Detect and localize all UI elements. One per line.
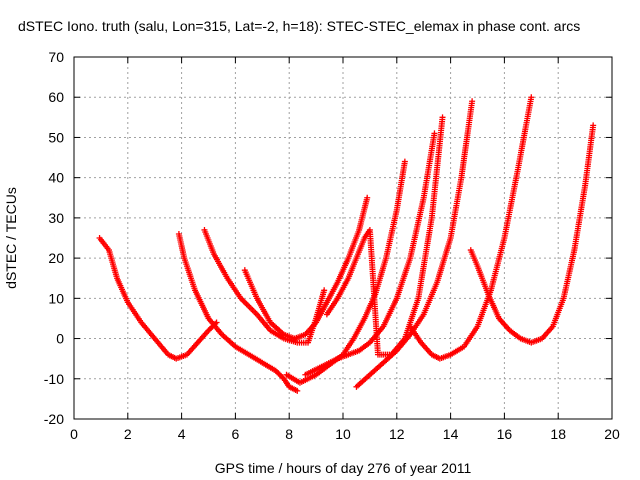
y-tick-label: 60 xyxy=(48,89,64,105)
chart-title: dSTEC Iono. truth (salu, Lon=315, Lat=-2… xyxy=(18,18,580,34)
y-axis-label: dSTEC / TECUs xyxy=(3,187,19,289)
series-7 xyxy=(323,114,446,358)
y-tick-label: 40 xyxy=(48,170,64,186)
data-point xyxy=(205,327,212,334)
data-point xyxy=(274,369,281,376)
data-point xyxy=(206,326,213,333)
x-tick-label: 14 xyxy=(443,426,459,442)
y-tick-label: 70 xyxy=(48,49,64,65)
series-6 xyxy=(302,130,438,378)
data-point xyxy=(294,387,301,394)
x-tick-label: 12 xyxy=(389,426,405,442)
y-tick-label: 30 xyxy=(48,210,64,226)
x-axis-label: GPS time / hours of day 276 of year 2011 xyxy=(215,460,472,476)
y-tick-label: 50 xyxy=(48,129,64,145)
series-4 xyxy=(241,194,371,342)
data-point xyxy=(401,158,408,165)
data-point xyxy=(590,122,597,129)
data-point xyxy=(276,371,283,378)
x-tick-label: 20 xyxy=(604,426,620,442)
data-point xyxy=(275,370,282,377)
data-point xyxy=(439,114,446,121)
x-ticks: 0 2 4 6 8 10 12 14 16 18 20 xyxy=(70,57,620,442)
series-1 xyxy=(96,235,220,362)
series-2 xyxy=(175,230,301,394)
x-tick-label: 8 xyxy=(285,426,293,442)
data-point xyxy=(321,287,328,294)
x-tick-label: 16 xyxy=(497,426,513,442)
y-tick-label: -10 xyxy=(44,371,64,387)
y-tick-label: -20 xyxy=(44,411,64,427)
series-3 xyxy=(201,226,328,346)
y-tick-label: 0 xyxy=(56,331,64,347)
x-tick-label: 2 xyxy=(124,426,132,442)
x-tick-label: 4 xyxy=(178,426,186,442)
x-tick-label: 10 xyxy=(335,426,351,442)
data-point xyxy=(528,94,535,101)
series-9 xyxy=(407,94,535,362)
series-10 xyxy=(467,122,597,346)
series-group xyxy=(96,94,597,394)
data-point xyxy=(278,373,285,380)
data-point xyxy=(431,130,438,137)
grid xyxy=(74,57,612,419)
data-point xyxy=(272,367,279,374)
x-tick-label: 0 xyxy=(70,426,78,442)
x-tick-label: 6 xyxy=(232,426,240,442)
y-ticks: -20 -10 0 10 20 30 40 50 60 70 xyxy=(44,49,612,427)
y-tick-label: 10 xyxy=(48,290,64,306)
series-8 xyxy=(353,98,476,390)
x-tick-label: 18 xyxy=(550,426,566,442)
data-point xyxy=(469,98,476,105)
y-tick-label: 20 xyxy=(48,250,64,266)
data-point xyxy=(208,324,215,331)
data-point xyxy=(364,194,371,201)
